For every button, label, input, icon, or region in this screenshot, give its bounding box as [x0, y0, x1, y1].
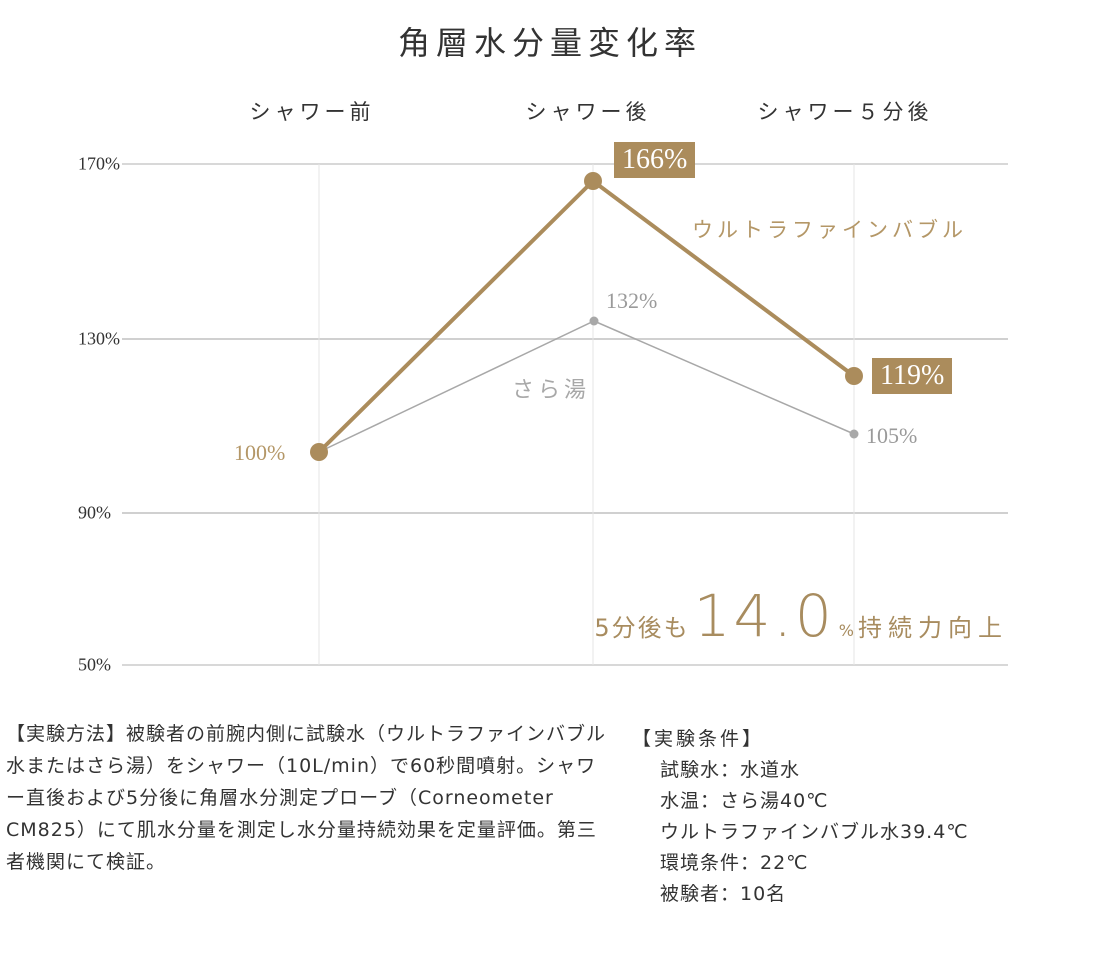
- callout-annotation: 5分後も 14.0 % 持続力向上: [594, 582, 1008, 650]
- experiment-conditions: 【実験条件】 試験水：水道水 水温：さら湯40℃ ウルトラファインバブル水39.…: [632, 724, 969, 910]
- column-header-5min: シャワー５分後: [757, 100, 933, 124]
- series-plain-line: [318, 316, 859, 453]
- callout-suffix: 持続力向上: [858, 614, 1008, 642]
- value-label-100: 100%: [234, 440, 286, 465]
- value-label-105: 105%: [866, 423, 918, 448]
- condition-item: 水温：さら湯40℃: [660, 790, 829, 812]
- y-tick-130: 130%: [78, 328, 120, 349]
- value-label-132: 132%: [606, 288, 658, 313]
- column-header-before: シャワー前: [249, 100, 375, 124]
- line-chart: [122, 163, 1008, 666]
- experiment-method: 【実験方法】被験者の前腕内側に試験水（ウルトラファインバブル水またはさら湯）をシ…: [6, 723, 607, 873]
- condition-item: 試験水：水道水: [660, 759, 801, 781]
- series-label-ufb: ウルトラファインバブル: [692, 218, 967, 242]
- y-tick-90: 90%: [78, 502, 111, 523]
- value-badge-119: 119%: [872, 358, 953, 394]
- callout-value: 14.0: [693, 582, 835, 650]
- y-tick-170: 170%: [78, 153, 120, 174]
- conditions-heading: 【実験条件】: [632, 728, 765, 750]
- callout-pct: %: [838, 621, 854, 640]
- value-badge-166: 166%: [614, 142, 696, 178]
- y-tick-50: 50%: [78, 654, 111, 675]
- condition-item: 環境条件：22℃: [660, 852, 809, 874]
- gridlines: [122, 163, 1008, 666]
- series-ufb-line: [310, 172, 863, 461]
- column-header-after: シャワー後: [525, 100, 651, 124]
- chart-title: 角層水分量変化率: [397, 24, 702, 62]
- condition-item: ウルトラファインバブル水39.4℃: [660, 821, 969, 843]
- callout-prefix: 5分後も: [594, 614, 690, 642]
- series-label-plain: さら湯: [512, 378, 591, 403]
- condition-item: 被験者：10名: [660, 883, 787, 905]
